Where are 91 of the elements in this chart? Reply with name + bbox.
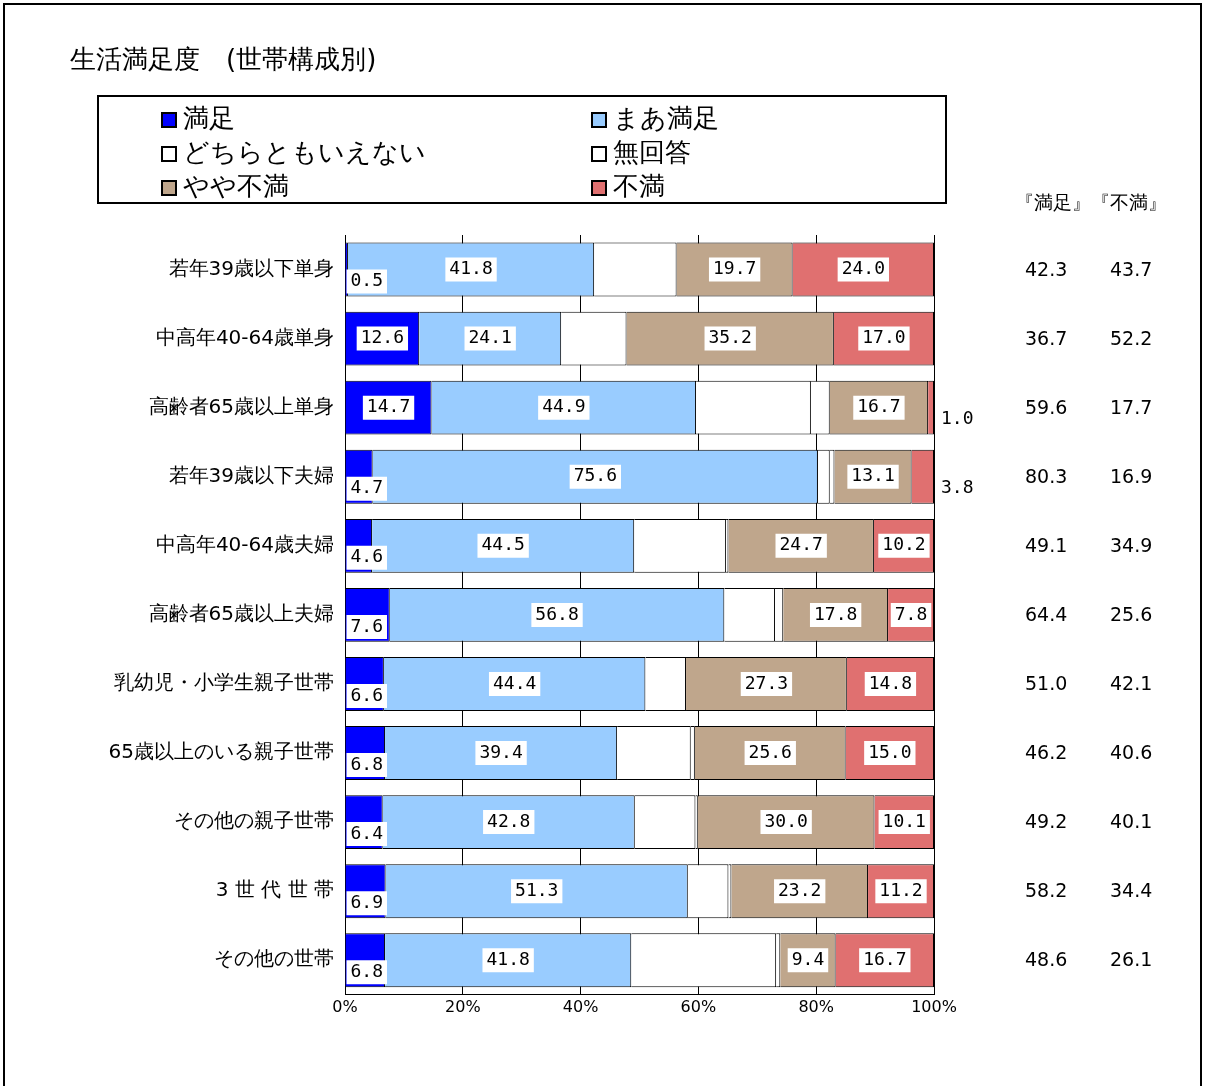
data-label: 4.6 <box>350 545 384 567</box>
data-label: 14.8 <box>868 671 913 693</box>
data-label: 23.2 <box>778 878 822 900</box>
data-label: 51.3 <box>515 878 559 900</box>
text: 『満足』『不満』 <box>1015 190 1167 215</box>
data-label: 41.8 <box>449 257 493 279</box>
text: 43.7 <box>1110 257 1153 280</box>
data-label: 6.9 <box>350 890 384 912</box>
text: 46.2 <box>1025 741 1068 764</box>
text: 49.2 <box>1025 810 1068 833</box>
x-tick-label: 20% <box>445 996 481 1016</box>
data-label: 7.6 <box>350 614 384 636</box>
text: 42.1 <box>1110 671 1153 694</box>
y-tick-label: 乳幼児・小学生親子世帯 <box>114 670 334 695</box>
data-label: 27.3 <box>744 671 789 693</box>
data-label: 10.2 <box>882 533 926 555</box>
data-label: 1.0 <box>941 407 974 429</box>
data-label: 7.8 <box>894 602 928 624</box>
data-label: 6.8 <box>350 752 384 774</box>
data-label: 75.6 <box>573 464 617 486</box>
data-label: 14.7 <box>366 395 411 417</box>
text: 40.1 <box>1110 810 1153 833</box>
data-label: 6.8 <box>350 959 384 981</box>
text: 49.1 <box>1025 533 1068 556</box>
legend-label: まあ満足 <box>612 102 720 135</box>
text: 17.7 <box>1110 395 1153 418</box>
text: 59.6 <box>1025 395 1068 418</box>
legend-label: やや不満 <box>182 170 290 203</box>
x-tick-label: 80% <box>798 996 834 1016</box>
text: 36.7 <box>1025 326 1068 349</box>
text: 16.9 <box>1110 464 1153 487</box>
data-label: 11.2 <box>879 878 923 900</box>
x-tick-label: 40% <box>562 996 599 1016</box>
data-label: 56.8 <box>535 602 579 624</box>
y-tick-label: 若年39歳以下単身 <box>168 255 334 280</box>
legend-label: どちらともいえない <box>182 136 427 169</box>
text: 40.6 <box>1110 741 1153 764</box>
data-label: 24.1 <box>468 326 512 348</box>
data-label: 12.6 <box>360 326 405 348</box>
y-tick-label: 若年39歳以下夫婦 <box>168 462 334 487</box>
text: 34.9 <box>1110 533 1153 556</box>
data-label: 44.4 <box>492 671 537 693</box>
text: 42.3 <box>1025 257 1068 280</box>
data-label: 24.7 <box>779 533 823 555</box>
y-tick-label: その他の親子世帯 <box>174 808 334 833</box>
legend-label: 無回答 <box>612 136 692 169</box>
data-label: 44.5 <box>481 533 525 555</box>
text: 52.2 <box>1110 326 1153 349</box>
text: 64.4 <box>1025 602 1068 625</box>
y-tick-label: 高齢者65歳以上夫婦 <box>148 601 334 626</box>
data-label: 3.8 <box>941 476 974 498</box>
data-label: 16.7 <box>857 395 901 417</box>
data-label: 16.7 <box>863 947 907 969</box>
y-tick-label: 中高年40-64歳夫婦 <box>155 532 334 557</box>
data-label: 13.1 <box>851 464 895 486</box>
x-tick-label: 0% <box>332 996 358 1016</box>
legend-label: 満足 <box>182 102 236 135</box>
text: 51.0 <box>1025 671 1068 694</box>
data-label: 35.2 <box>708 326 752 348</box>
y-tick-label: 3 世 代 世 帯 <box>215 877 334 902</box>
x-tick-label: 100% <box>911 996 957 1016</box>
data-label: 0.5 <box>350 269 384 291</box>
data-label: 15.0 <box>868 740 912 762</box>
y-tick-label: その他の世帯 <box>214 946 334 971</box>
data-label: 19.7 <box>712 257 757 279</box>
data-label: 44.9 <box>542 395 586 417</box>
x-tick-label: 60% <box>680 996 717 1016</box>
data-label: 30.0 <box>764 809 808 831</box>
legend-label: 不満 <box>612 170 666 203</box>
data-label: 42.8 <box>487 809 531 831</box>
text: 58.2 <box>1025 879 1068 902</box>
data-label: 24.0 <box>841 257 885 279</box>
data-label: 17.0 <box>862 326 906 348</box>
data-label: 17.8 <box>813 602 858 624</box>
text: 26.1 <box>1110 948 1153 971</box>
text: 80.3 <box>1025 464 1068 487</box>
text: 25.6 <box>1110 602 1153 625</box>
data-label: 6.6 <box>350 683 384 705</box>
data-label: 6.4 <box>350 821 384 843</box>
data-label: 25.6 <box>748 740 792 762</box>
data-label: 10.1 <box>882 809 926 831</box>
chart-title: 生活満足度 (世帯構成別) <box>70 43 377 76</box>
text: 48.6 <box>1025 948 1068 971</box>
data-label: 9.4 <box>791 947 825 969</box>
y-tick-label: 高齢者65歳以上単身 <box>148 393 334 418</box>
y-tick-label: 中高年40-64歳単身 <box>155 324 334 349</box>
data-label: 4.7 <box>350 476 384 498</box>
text: 34.4 <box>1110 879 1153 902</box>
data-label: 39.4 <box>479 740 523 762</box>
y-tick-label: 65歳以上のいる親子世帯 <box>108 739 334 764</box>
data-label: 41.8 <box>486 947 530 969</box>
